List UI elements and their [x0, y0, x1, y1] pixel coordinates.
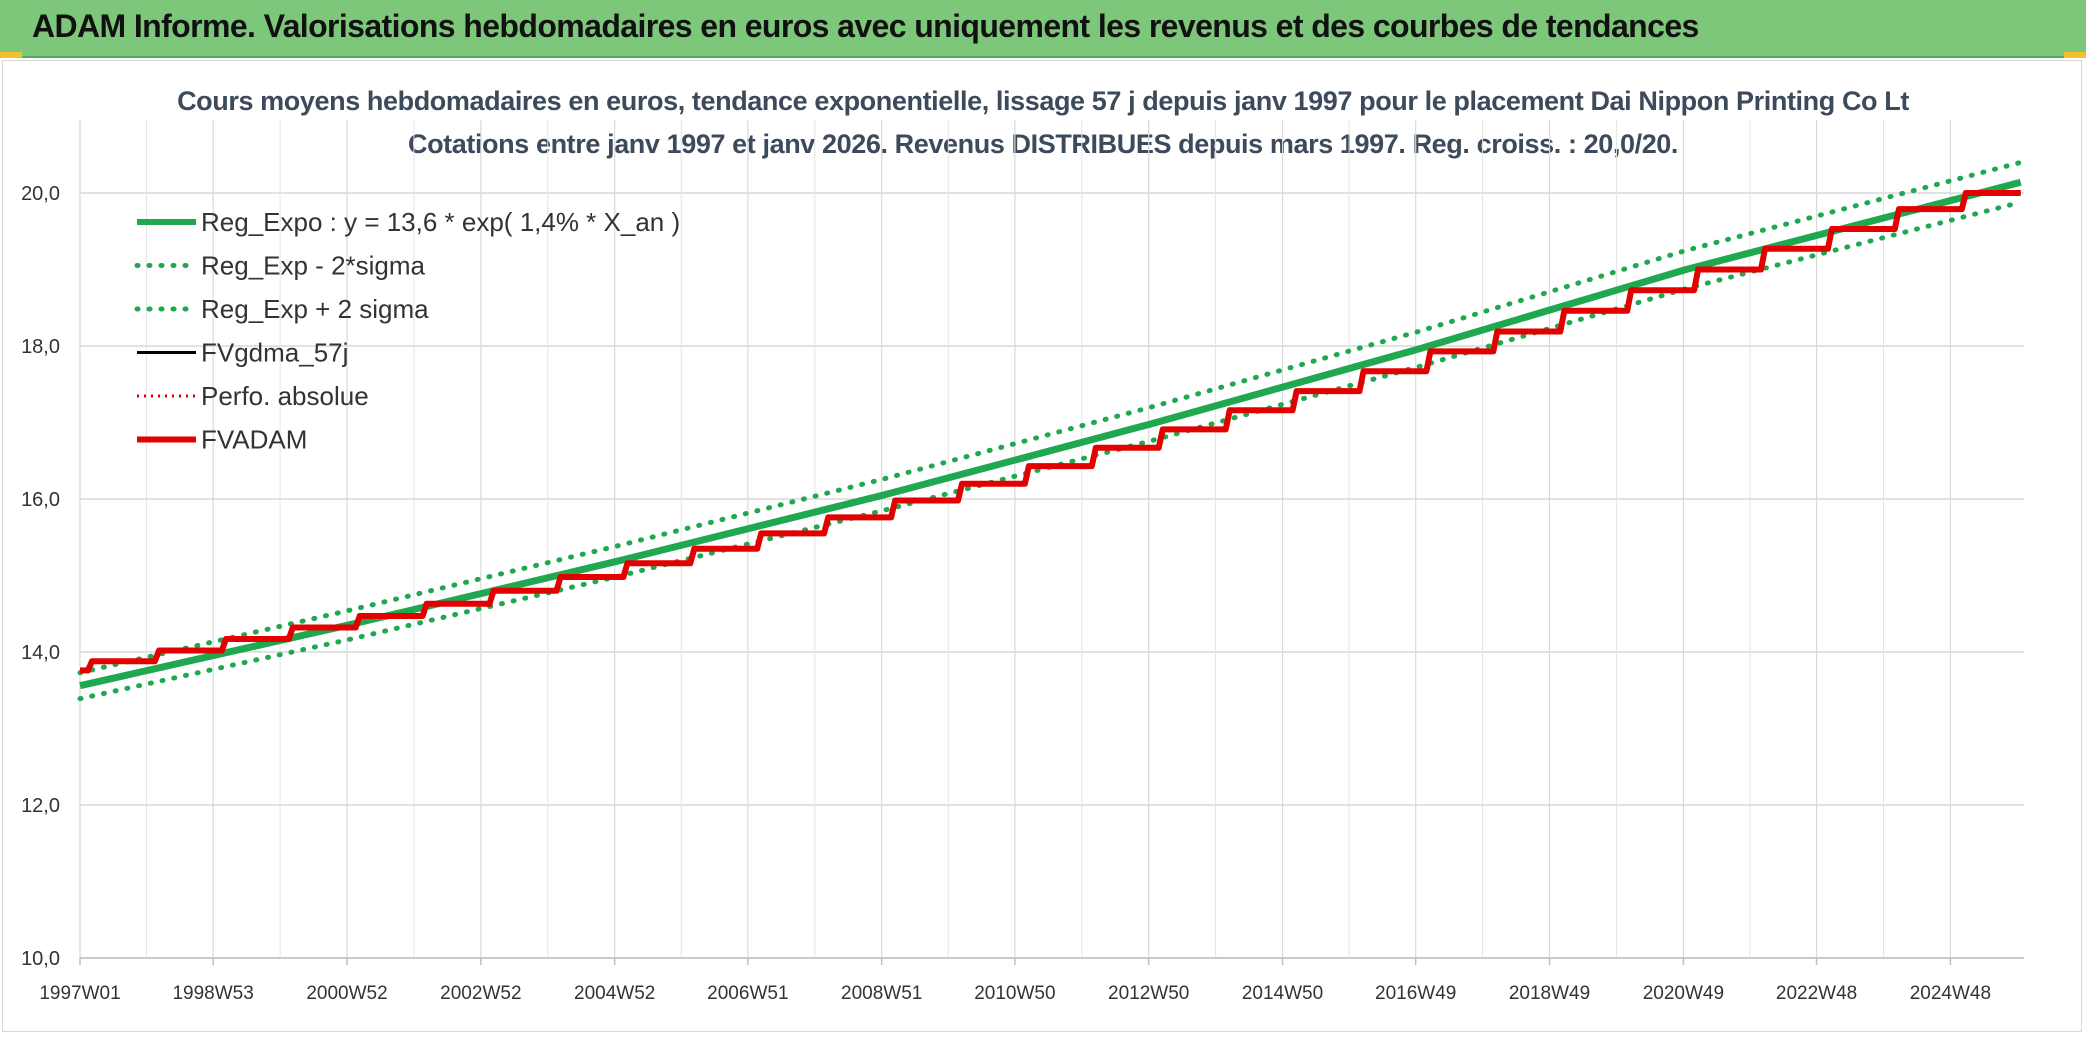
x-tick-label: 2018W49: [1509, 983, 1590, 1004]
x-tick-label: 1998W53: [172, 983, 253, 1004]
series-line-5: [80, 190, 2021, 674]
x-tick-label: 2014W50: [1242, 983, 1323, 1004]
legend-label-5: FVADAM: [201, 425, 307, 455]
x-tick-label: 2012W50: [1108, 983, 1189, 1004]
series-line-2: [77, 159, 2024, 676]
legend-label-4: Perfo. absolue: [201, 381, 369, 411]
legend-label-1: Reg_Exp - 2*sigma: [201, 251, 426, 281]
chart-subtitle: Cotations entre janv 1997 et janv 2026. …: [407, 129, 1679, 159]
x-tick-label: 2008W51: [841, 983, 922, 1004]
y-tick-label: 20,0: [21, 183, 60, 205]
series-line-1: [77, 199, 2024, 702]
report-banner: ADAM Informe. Valorisations hebdomadaire…: [0, 0, 2086, 58]
x-axis: 1997W01 1998W53 2000W52 2002W52 2004W52 2006W…: [39, 958, 1991, 1004]
x-tick-label: 2004W52: [574, 983, 655, 1004]
x-tick-label: 2000W52: [306, 983, 387, 1004]
report-title: ADAM Informe. Valorisations hebdomadaire…: [32, 8, 1699, 44]
y-tick-label: 10,0: [21, 948, 60, 970]
x-tick-label: 2010W50: [974, 983, 1055, 1004]
legend-label-3: FVgdma_57j: [201, 338, 348, 368]
corner-accent-left: [0, 52, 22, 58]
chart-title: Cours moyens hebdomadaires en euros, ten…: [177, 86, 1909, 116]
y-tick-label: 12,0: [21, 795, 60, 817]
legend-label-2: Reg_Exp + 2 sigma: [201, 294, 429, 324]
x-tick-label: 2002W52: [440, 983, 521, 1004]
x-tick-label: 2022W48: [1776, 983, 1857, 1004]
y-tick-label: 14,0: [21, 642, 60, 664]
x-tick-label: 2024W48: [1910, 983, 1991, 1004]
y-axis: 10,0 12,0 14,0 16,0 18,0 20,0: [21, 183, 60, 970]
x-tick-label: 1997W01: [39, 983, 120, 1004]
plot-series: [77, 159, 2024, 702]
x-tick-label: 2020W49: [1643, 983, 1724, 1004]
grid: [79, 120, 2024, 959]
corner-accent-right: [2064, 52, 2086, 58]
legend: Reg_Expo : y = 13,6 * exp( 1,4% * X_an )…: [134, 207, 680, 455]
y-tick-label: 18,0: [21, 336, 60, 358]
x-tick-label: 2006W51: [707, 983, 788, 1004]
y-tick-label: 16,0: [21, 489, 60, 511]
chart-frame: [2, 60, 2082, 1032]
legend-label-0: Reg_Expo : y = 13,6 * exp( 1,4% * X_an ): [201, 207, 680, 237]
x-tick-label: 2016W49: [1375, 983, 1456, 1004]
